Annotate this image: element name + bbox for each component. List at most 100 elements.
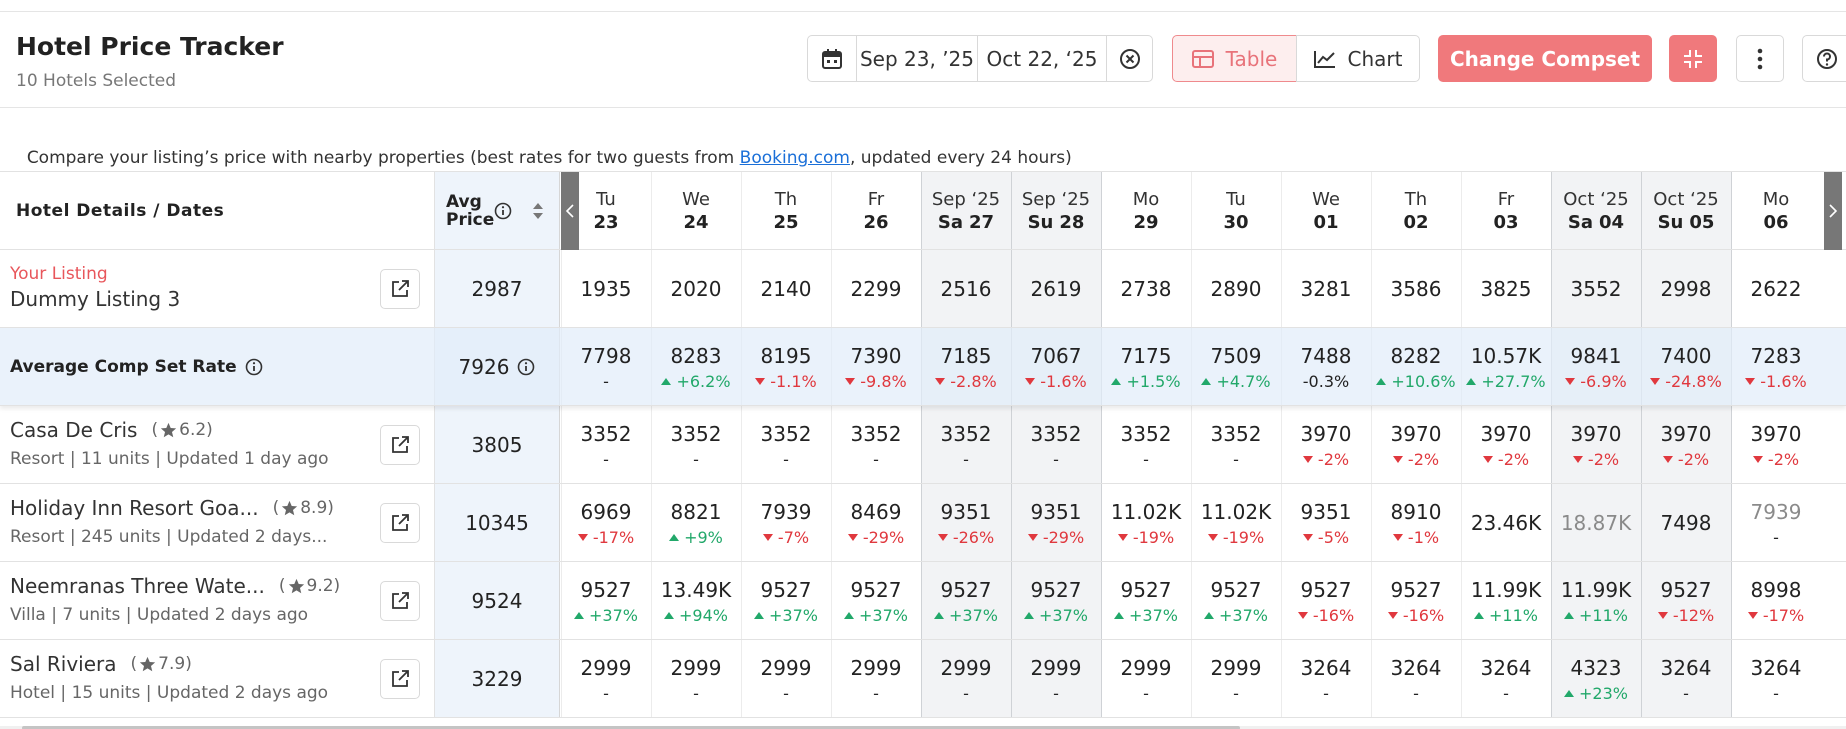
price-cell: 3352 - xyxy=(1101,406,1191,484)
price: 7175 xyxy=(1120,343,1172,368)
chart-view-label: Chart xyxy=(1347,46,1403,71)
collapse-button[interactable] xyxy=(1669,35,1717,82)
weekday: Th xyxy=(1404,189,1428,210)
price-change: -5% xyxy=(1302,528,1349,547)
hotel-info: Hotel | 15 units | Updated 2 days ago xyxy=(10,683,329,703)
price: 9841 xyxy=(1570,343,1622,368)
date-header: Fr 26 xyxy=(831,172,921,250)
weekday: We xyxy=(1312,189,1340,210)
price: 3352 xyxy=(670,421,722,446)
trend-arrow xyxy=(844,611,855,619)
clear-dates[interactable] xyxy=(1106,35,1153,82)
trend-arrow xyxy=(669,533,680,541)
sort-icon[interactable] xyxy=(532,201,544,221)
price: 2998 xyxy=(1660,277,1712,301)
price-change: +37% xyxy=(934,606,998,625)
open-link-button[interactable] xyxy=(380,503,420,543)
price-cell: 3264 - xyxy=(1371,640,1461,718)
open-link-button[interactable] xyxy=(380,659,420,699)
date-header: Mo 29 xyxy=(1101,172,1191,250)
scroll-right xyxy=(1824,172,1842,250)
price: 7283 xyxy=(1750,343,1802,368)
date: 25 xyxy=(773,212,799,233)
price-change: - xyxy=(1503,684,1509,703)
date-header: Tu 23 xyxy=(561,172,651,250)
price: 9527 xyxy=(760,577,812,602)
price-change: -2% xyxy=(1662,450,1709,469)
price-change: - xyxy=(1143,684,1149,703)
price-change: -2% xyxy=(1392,450,1439,469)
change-value: -1.6% xyxy=(1760,371,1807,391)
open-link-button[interactable] xyxy=(380,425,420,465)
calendar-button[interactable] xyxy=(807,35,857,82)
booking-link[interactable]: Booking.com xyxy=(739,148,850,168)
price-change: - xyxy=(1233,684,1239,703)
scrollbar-thumb[interactable] xyxy=(22,726,1240,729)
price-change: - xyxy=(963,684,969,703)
date-header: Th 02 xyxy=(1371,172,1461,250)
trend-arrow xyxy=(754,611,765,619)
trend-arrow xyxy=(1466,377,1477,385)
change-compset-button[interactable]: Change Compset xyxy=(1438,35,1652,82)
price: 2738 xyxy=(1120,277,1172,301)
trend-arrow xyxy=(937,533,948,541)
row-divider xyxy=(0,561,1846,562)
date-to[interactable]: Oct 22, ‘25 xyxy=(977,35,1107,82)
price-cell: 2999 - xyxy=(651,640,741,718)
column-bg xyxy=(1191,172,1281,718)
price: 9351 xyxy=(940,499,992,524)
change-value: -1% xyxy=(1407,527,1440,547)
price: 11.02K xyxy=(1110,499,1182,524)
price-cell: 7939 -7% xyxy=(741,484,831,562)
price: 3352 xyxy=(940,421,992,446)
change-value: - xyxy=(603,371,609,391)
price-cell: 11.99K +11% xyxy=(1461,562,1551,640)
trend-arrow xyxy=(934,611,945,619)
price-change: -2% xyxy=(1752,450,1799,469)
help-button[interactable] xyxy=(1802,35,1846,82)
price: 2999 xyxy=(850,655,902,680)
change-value: - xyxy=(873,683,879,703)
price-cell: 7175 +1.5% xyxy=(1101,328,1191,406)
price-change: - xyxy=(603,372,609,391)
open-link-button[interactable] xyxy=(380,269,420,309)
price: 8195 xyxy=(760,343,812,368)
date-header: We 01 xyxy=(1281,172,1371,250)
price-change: +37% xyxy=(1024,606,1088,625)
change-value: -26% xyxy=(952,527,995,547)
price: 3264 xyxy=(1480,655,1532,680)
external-link-icon xyxy=(392,280,409,297)
price-change: +37% xyxy=(574,606,638,625)
price-change: - xyxy=(603,684,609,703)
date: 24 xyxy=(683,212,709,233)
avg-header: Avg Price xyxy=(446,172,552,250)
open-link-button[interactable] xyxy=(380,581,420,621)
price-change: - xyxy=(1413,684,1419,703)
chevron-right[interactable] xyxy=(1829,204,1837,218)
price-cell: 9527 +37% xyxy=(561,562,651,640)
price-change: +10.6% xyxy=(1376,371,1456,391)
price: 7509 xyxy=(1210,343,1262,368)
column-bg xyxy=(741,172,831,718)
external-link-icon xyxy=(392,592,409,609)
change-value: +10.6% xyxy=(1391,371,1456,391)
date-header: Oct ‘25 Su 05 xyxy=(1641,172,1731,250)
price-cell: 9527 -16% xyxy=(1281,562,1371,640)
price: 9527 xyxy=(1390,577,1442,602)
chart-view-button[interactable]: Chart xyxy=(1296,35,1420,82)
change-value: -29% xyxy=(862,527,905,547)
change-value: - xyxy=(1233,449,1239,469)
date-from[interactable]: Sep 23, ’25 xyxy=(856,35,978,82)
weekday: Mo xyxy=(1762,189,1790,210)
price-cell: 3970 -2% xyxy=(1641,406,1731,484)
change-value: - xyxy=(783,449,789,469)
table-view-button[interactable]: Table xyxy=(1172,35,1297,82)
price-change: +11% xyxy=(1564,606,1628,625)
price-change: +37% xyxy=(844,606,908,625)
chevron-left[interactable] xyxy=(566,204,574,218)
price: 8283 xyxy=(670,343,722,368)
change-value: - xyxy=(1053,449,1059,469)
more-button[interactable] xyxy=(1736,35,1784,82)
change-value: - xyxy=(1143,449,1149,469)
listing-label: Your Listing xyxy=(10,264,108,284)
